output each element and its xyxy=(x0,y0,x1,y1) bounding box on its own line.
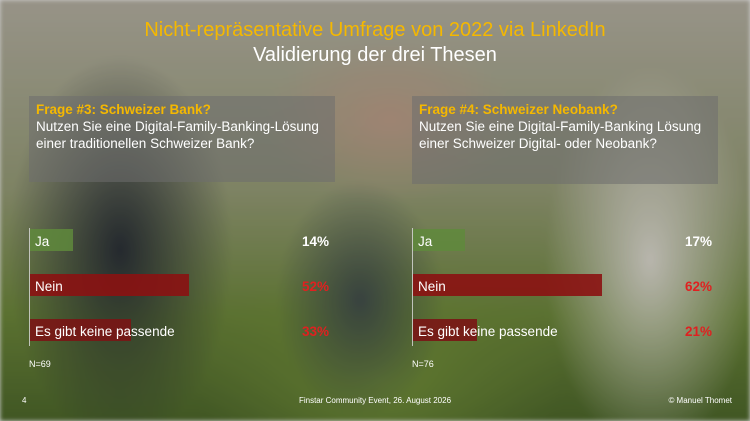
slide-title: Nicht-repräsentative Umfrage von 2022 vi… xyxy=(144,19,606,41)
page-number: 4 xyxy=(22,396,27,405)
answer-value: 21% xyxy=(684,324,712,339)
answer-label: Es gibt keine passende xyxy=(35,324,175,339)
answer-label: Nein xyxy=(418,279,446,294)
bar-nein xyxy=(413,274,602,296)
answer-value: 17% xyxy=(684,234,712,249)
answer-label: Nein xyxy=(35,279,63,294)
answer-value: 62% xyxy=(684,279,712,294)
answer-label: Ja xyxy=(35,234,50,249)
answer-label: Ja xyxy=(418,234,433,249)
bar-nein xyxy=(30,274,189,296)
bar-ja xyxy=(413,229,465,251)
bar-keine-passende xyxy=(30,319,131,341)
bar-ja xyxy=(30,229,73,251)
sample-size: N=69 xyxy=(29,359,51,369)
footer-event: Finstar Community Event, 26. August 2026 xyxy=(298,396,452,405)
answer-value: 14% xyxy=(301,234,329,249)
chart-axis xyxy=(412,228,413,346)
question-box-4: Frage #4: Schweizer Neobank? Nutzen Sie … xyxy=(412,96,718,184)
question-text: Nutzen Sie eine Digital-Family-Banking-L… xyxy=(36,119,319,151)
footer-copyright: © Manuel Thomet xyxy=(668,396,732,405)
question-box-3: Frage #3: Schweizer Bank? Nutzen Sie ein… xyxy=(29,96,335,182)
answer-value: 52% xyxy=(301,279,329,294)
question-heading: Frage #4: Schweizer Neobank? xyxy=(419,102,618,117)
slide-subtitle: Validierung der drei Thesen xyxy=(253,44,497,66)
chart-axis xyxy=(29,228,30,346)
answer-label: Es gibt keine passende xyxy=(418,324,558,339)
question-text: Nutzen Sie eine Digital-Family-Banking L… xyxy=(419,119,702,151)
answer-value: 33% xyxy=(301,324,329,339)
question-heading: Frage #3: Schweizer Bank? xyxy=(36,102,211,117)
bar-keine-passende xyxy=(413,319,477,341)
sample-size: N=76 xyxy=(412,359,434,369)
